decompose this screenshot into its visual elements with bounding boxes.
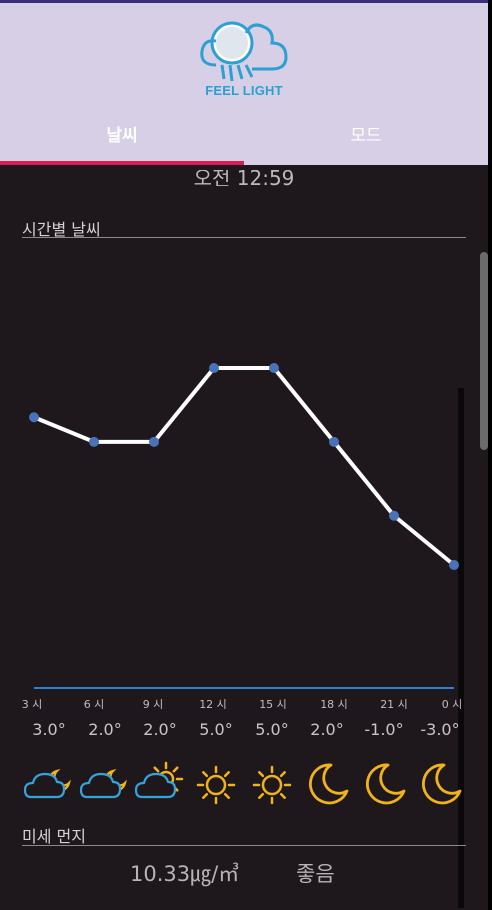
hour-tick-label: 0 시 [442, 698, 463, 711]
section-divider [22, 237, 466, 238]
update-time-text: 오전 12:59 [193, 170, 295, 186]
tab-mode[interactable]: 모드 [350, 126, 382, 146]
hour-tick-label: 15 시 [259, 698, 287, 711]
data-point [389, 510, 399, 521]
feel-light-logo [200, 21, 288, 82]
cloud-sun-icon [134, 761, 184, 799]
status-strip [0, 0, 492, 3]
data-point [89, 436, 99, 447]
temperature-line [33, 366, 456, 567]
scrollbar-track[interactable] [458, 388, 464, 908]
app-header: FEEL LIGHT 날씨 모드 [0, 3, 488, 165]
hour-tick-label: 12 시 [199, 698, 227, 711]
temperature-label: -3.0° [420, 720, 459, 739]
hourly-temperature-chart: 3 시 6 시 9 시 12 시 15 시 18 시 21 시 0 시 3.0° 2.0° 2.0°… [22, 363, 463, 805]
temperature-label: 2.0° [310, 720, 343, 739]
fine-dust-grade: 좋음 [296, 862, 335, 886]
update-time: 오전 12:59 [0, 170, 488, 186]
temperature-label: 5.0° [199, 720, 232, 739]
data-point [269, 363, 279, 373]
hour-tick-label: 9 시 [143, 698, 164, 711]
temperature-label: 2.0° [143, 720, 176, 739]
temperature-label: 2.0° [88, 720, 121, 739]
data-point [29, 412, 39, 423]
sun-icon [252, 765, 292, 805]
moon-icon [365, 763, 406, 805]
tab-indicator [0, 161, 244, 165]
tab-weather[interactable]: 날씨 [106, 126, 138, 146]
brand-name: FEEL LIGHT [205, 83, 283, 98]
hour-tick-label: 3 시 [22, 698, 43, 711]
sun-icon [196, 765, 236, 805]
temperature-label: 3.0° [32, 720, 65, 739]
data-point [329, 436, 339, 447]
hour-tick-label: 6 시 [84, 698, 105, 711]
data-point [209, 363, 219, 373]
temperature-label: -1.0° [364, 720, 403, 739]
scrollbar-thumb[interactable] [480, 252, 488, 450]
hour-tick-label: 21 시 [380, 698, 408, 711]
data-point [149, 436, 159, 447]
section-divider [22, 845, 466, 846]
hour-tick-label: 18 시 [320, 698, 348, 711]
cloud-moon-icon [23, 769, 71, 799]
fine-dust-value: 10.33㎍/㎥ [130, 862, 240, 886]
data-point [449, 560, 459, 570]
moon-icon [308, 763, 349, 805]
temperature-label: 5.0° [255, 720, 288, 739]
screen-edge [488, 0, 492, 910]
hourly-weather-title: 시간별 날씨 [22, 220, 101, 239]
fine-dust-title: 미세 먼지 [22, 827, 86, 846]
moon-icon [421, 763, 462, 805]
cloud-moon-icon [79, 769, 127, 799]
